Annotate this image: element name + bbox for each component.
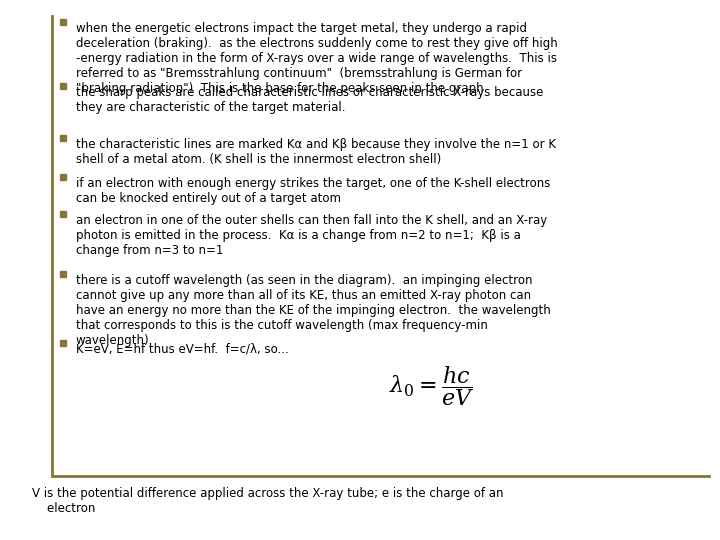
Text: $\lambda_0 = \dfrac{hc}{eV}$: $\lambda_0 = \dfrac{hc}{eV}$ xyxy=(390,364,474,408)
Text: when the energetic electrons impact the target metal, they undergo a rapid
decel: when the energetic electrons impact the … xyxy=(76,22,557,94)
Text: V is the potential difference applied across the X-ray tube; e is the charge of : V is the potential difference applied ac… xyxy=(32,487,504,500)
Text: an electron in one of the outer shells can then fall into the K shell, and an X-: an electron in one of the outer shells c… xyxy=(76,214,547,258)
Text: if an electron with enough energy strikes the target, one of the K-shell electro: if an electron with enough energy strike… xyxy=(76,177,550,205)
Text: there is a cutoff wavelength (as seen in the diagram).  an impinging electron
ca: there is a cutoff wavelength (as seen in… xyxy=(76,274,550,347)
Text: K=eV, E=hf thus eV=hf.  f=c/λ, so...: K=eV, E=hf thus eV=hf. f=c/λ, so... xyxy=(76,343,288,356)
Text: the characteristic lines are marked Kα and Kβ because they involve the n=1 or K
: the characteristic lines are marked Kα a… xyxy=(76,138,556,166)
Text: electron: electron xyxy=(32,502,96,515)
Text: the sharp peaks are called characteristic lines or characteristic X-rays because: the sharp peaks are called characteristi… xyxy=(76,86,543,114)
